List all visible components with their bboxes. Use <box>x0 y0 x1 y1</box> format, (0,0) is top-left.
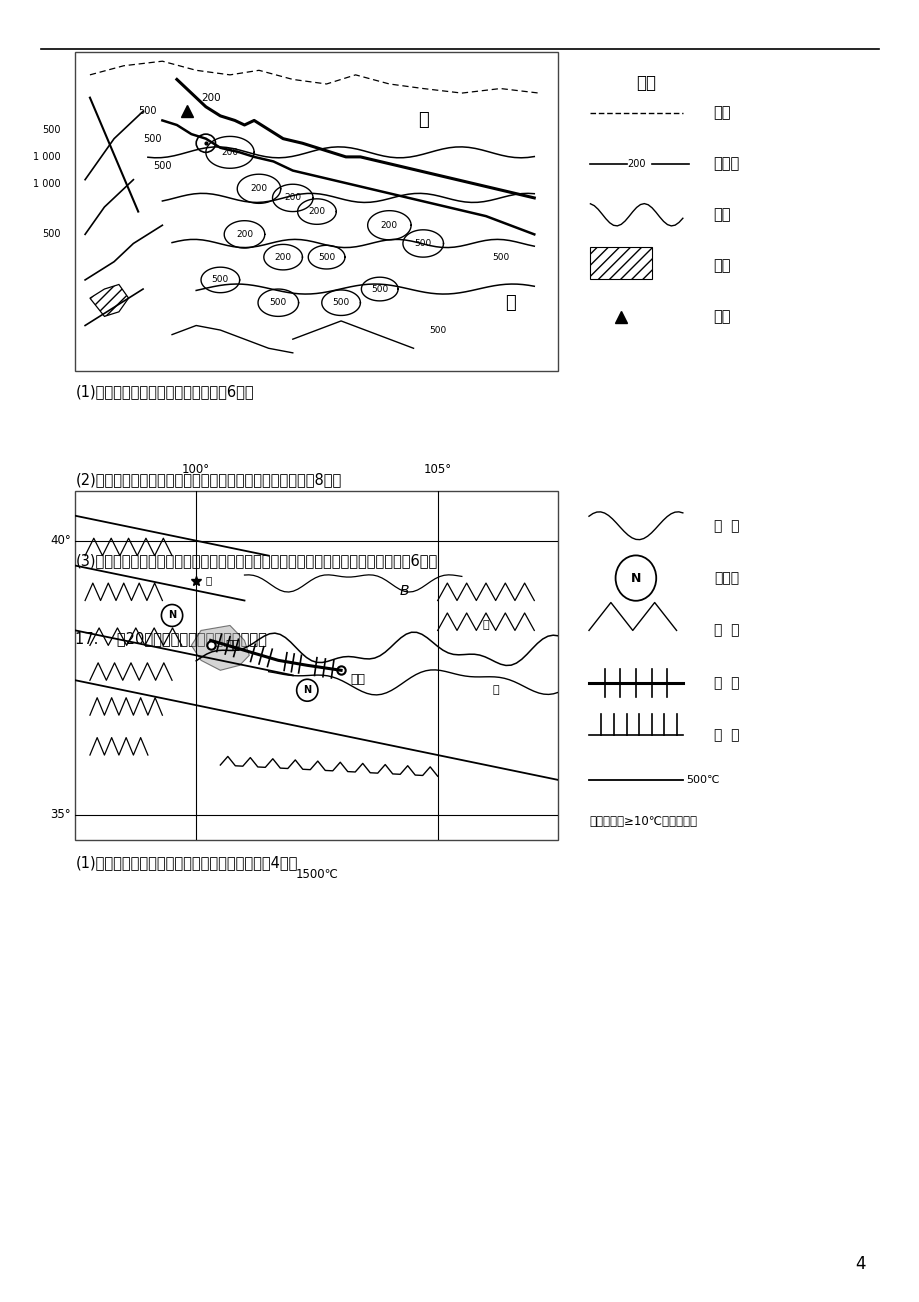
Text: 黄: 黄 <box>482 621 489 630</box>
Text: 省界: 省界 <box>713 105 731 120</box>
Text: 等高线: 等高线 <box>713 156 739 172</box>
Text: 500: 500 <box>318 253 335 262</box>
Text: 水电站: 水电站 <box>713 572 739 585</box>
Text: 200: 200 <box>274 253 291 262</box>
Text: 35°: 35° <box>51 809 71 822</box>
Text: 200: 200 <box>627 159 645 169</box>
Text: 500: 500 <box>143 134 162 143</box>
Text: 日平均气温≥10℃积温等温线: 日平均气温≥10℃积温等温线 <box>588 815 697 828</box>
Text: 500: 500 <box>42 229 61 240</box>
Text: 100°: 100° <box>182 464 210 477</box>
Text: 河  流: 河 流 <box>713 518 739 533</box>
Text: 洋: 洋 <box>505 294 515 311</box>
Text: 图例: 图例 <box>636 74 656 92</box>
Text: 湖泊: 湖泊 <box>713 258 731 273</box>
Text: 河流: 河流 <box>713 207 731 223</box>
Text: 1500℃: 1500℃ <box>295 868 338 881</box>
Text: 17.    （20分）根据下图，完成下列问题。: 17. （20分）根据下图，完成下列问题。 <box>75 631 267 647</box>
Text: 河: 河 <box>492 685 498 695</box>
Text: 连: 连 <box>206 575 212 586</box>
Text: 西宁: 西宁 <box>225 639 240 652</box>
Text: 兰州: 兰州 <box>350 673 366 686</box>
Text: 山峰: 山峰 <box>713 310 731 324</box>
Text: 200: 200 <box>200 92 221 103</box>
Text: N: N <box>168 611 176 621</box>
Text: 200: 200 <box>284 194 301 202</box>
Text: B: B <box>399 583 408 598</box>
Text: 500: 500 <box>269 298 287 307</box>
Polygon shape <box>191 625 249 671</box>
Text: 200: 200 <box>308 207 325 216</box>
Text: 500: 500 <box>414 240 431 247</box>
Text: 105°: 105° <box>423 464 451 477</box>
Text: N: N <box>303 685 311 695</box>
Text: (2)推测图中东部地区主要农业部门及其形成的自然原因。（8分）: (2)推测图中东部地区主要农业部门及其形成的自然原因。（8分） <box>75 473 341 488</box>
Text: 500: 500 <box>139 107 157 116</box>
Text: (1)指出图示区域积温分布特点，并分析原因。（4分）: (1)指出图示区域积温分布特点，并分析原因。（4分） <box>75 855 298 871</box>
Text: 200: 200 <box>380 221 398 229</box>
Text: 海: 海 <box>417 112 428 129</box>
Text: 500: 500 <box>428 326 446 335</box>
Bar <box>590 246 652 279</box>
Text: 40°: 40° <box>51 534 72 547</box>
Text: 500: 500 <box>153 161 172 171</box>
Text: 1 000: 1 000 <box>33 152 61 161</box>
Text: 500: 500 <box>42 125 61 134</box>
Text: 200: 200 <box>250 185 267 193</box>
Text: 长  城: 长 城 <box>713 728 739 742</box>
Text: 1 000: 1 000 <box>33 180 61 189</box>
Text: 500: 500 <box>492 253 508 262</box>
Text: 山  脉: 山 脉 <box>713 624 739 638</box>
Text: 500℃: 500℃ <box>686 776 719 785</box>
Text: N: N <box>630 572 641 585</box>
Text: 500: 500 <box>211 276 229 284</box>
Text: (1)描述图示地区的地形地势特征。（6分）: (1)描述图示地区的地形地势特征。（6分） <box>75 384 254 400</box>
Text: 500: 500 <box>332 298 349 307</box>
Bar <box>75 491 558 840</box>
Text: 铁  路: 铁 路 <box>713 676 739 690</box>
Text: (3)近年来，该地区作为商品粮基地地位下降，试从社会经济因素方面分析其原因。（6分）: (3)近年来，该地区作为商品粮基地地位下降，试从社会经济因素方面分析其原因。（6… <box>75 553 437 569</box>
Text: 4: 4 <box>854 1255 865 1273</box>
Text: 500: 500 <box>370 285 388 293</box>
Text: 200: 200 <box>235 230 253 238</box>
Text: 200: 200 <box>221 148 238 156</box>
Bar <box>75 52 558 371</box>
